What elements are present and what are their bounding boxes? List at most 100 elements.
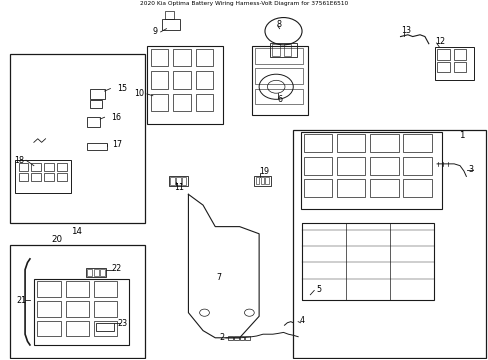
Bar (255, 48, 303, 64)
Text: 12: 12 (434, 37, 444, 46)
Text: 3: 3 (468, 165, 473, 174)
Bar (173, 49, 190, 66)
Bar (37, 320, 61, 336)
Bar (434, 47, 473, 80)
Bar (90, 100, 102, 108)
Bar (65, 320, 89, 336)
Bar (176, 177, 180, 185)
Bar (453, 62, 466, 72)
Bar (283, 44, 291, 56)
Bar (86, 268, 105, 277)
Bar (10, 54, 144, 223)
Text: 11: 11 (173, 183, 183, 192)
Bar (87, 143, 107, 150)
Bar (255, 177, 259, 184)
Bar (65, 301, 89, 317)
Bar (44, 173, 54, 181)
Bar (255, 68, 303, 84)
Text: 16: 16 (111, 113, 121, 122)
Bar (151, 94, 168, 111)
Bar (336, 179, 365, 197)
Text: 14: 14 (71, 228, 81, 237)
Bar (37, 281, 61, 297)
Text: 20: 20 (51, 235, 62, 244)
Bar (195, 71, 213, 89)
Text: 5: 5 (316, 285, 321, 294)
Text: 8: 8 (276, 19, 281, 28)
Bar (369, 134, 398, 152)
Bar (304, 157, 331, 175)
Bar (227, 336, 232, 340)
Bar (233, 336, 238, 340)
Bar (168, 176, 188, 186)
Bar (170, 177, 174, 185)
Text: 18: 18 (14, 156, 24, 165)
Bar (65, 281, 89, 297)
Text: 23: 23 (118, 319, 127, 328)
Bar (37, 301, 61, 317)
Bar (19, 163, 28, 171)
Bar (403, 179, 431, 197)
Bar (300, 132, 441, 209)
Bar (31, 163, 41, 171)
Bar (436, 62, 449, 72)
Text: 2: 2 (219, 333, 224, 342)
Bar (254, 176, 271, 186)
Bar (302, 223, 433, 300)
Bar (271, 44, 279, 56)
Bar (336, 134, 365, 152)
Bar (336, 157, 365, 175)
Bar (304, 134, 331, 152)
Text: 15: 15 (117, 84, 126, 93)
Bar (57, 163, 66, 171)
Text: 7: 7 (216, 273, 222, 282)
Bar (265, 177, 268, 184)
Bar (260, 177, 264, 184)
Bar (182, 177, 186, 185)
Bar (96, 323, 114, 331)
Bar (173, 71, 190, 89)
Text: 6: 6 (277, 95, 282, 104)
Bar (369, 179, 398, 197)
Bar (151, 49, 168, 66)
Bar (34, 279, 129, 345)
Text: 22: 22 (112, 265, 122, 274)
Text: 13: 13 (401, 26, 411, 35)
Bar (255, 89, 303, 104)
Bar (436, 49, 449, 59)
Text: 1: 1 (458, 131, 464, 140)
Bar (19, 173, 28, 181)
Bar (94, 320, 117, 336)
Bar (94, 281, 117, 297)
Bar (239, 336, 244, 340)
Bar (15, 160, 71, 193)
Bar (269, 43, 297, 57)
Bar (87, 117, 100, 127)
Bar (369, 157, 398, 175)
Bar (94, 269, 99, 276)
Bar (304, 179, 331, 197)
Bar (161, 19, 180, 30)
Bar (100, 269, 105, 276)
Bar (147, 45, 222, 125)
Bar (173, 94, 190, 111)
Bar (195, 94, 213, 111)
Bar (164, 12, 174, 19)
Bar (10, 244, 144, 357)
Bar (293, 130, 485, 357)
Bar (151, 71, 168, 89)
Text: 9: 9 (152, 27, 158, 36)
Text: 21: 21 (17, 296, 27, 305)
Text: 4: 4 (299, 316, 304, 325)
Text: 10: 10 (134, 89, 144, 98)
Bar (94, 301, 117, 317)
Bar (44, 163, 54, 171)
Text: 2020 Kia Optima Battery Wiring Harness-Volt Diagram for 37561E6510: 2020 Kia Optima Battery Wiring Harness-V… (140, 1, 348, 6)
Bar (403, 134, 431, 152)
Bar (87, 269, 92, 276)
Bar (57, 173, 66, 181)
Bar (245, 336, 250, 340)
Bar (195, 49, 213, 66)
Bar (453, 49, 466, 59)
Bar (403, 157, 431, 175)
